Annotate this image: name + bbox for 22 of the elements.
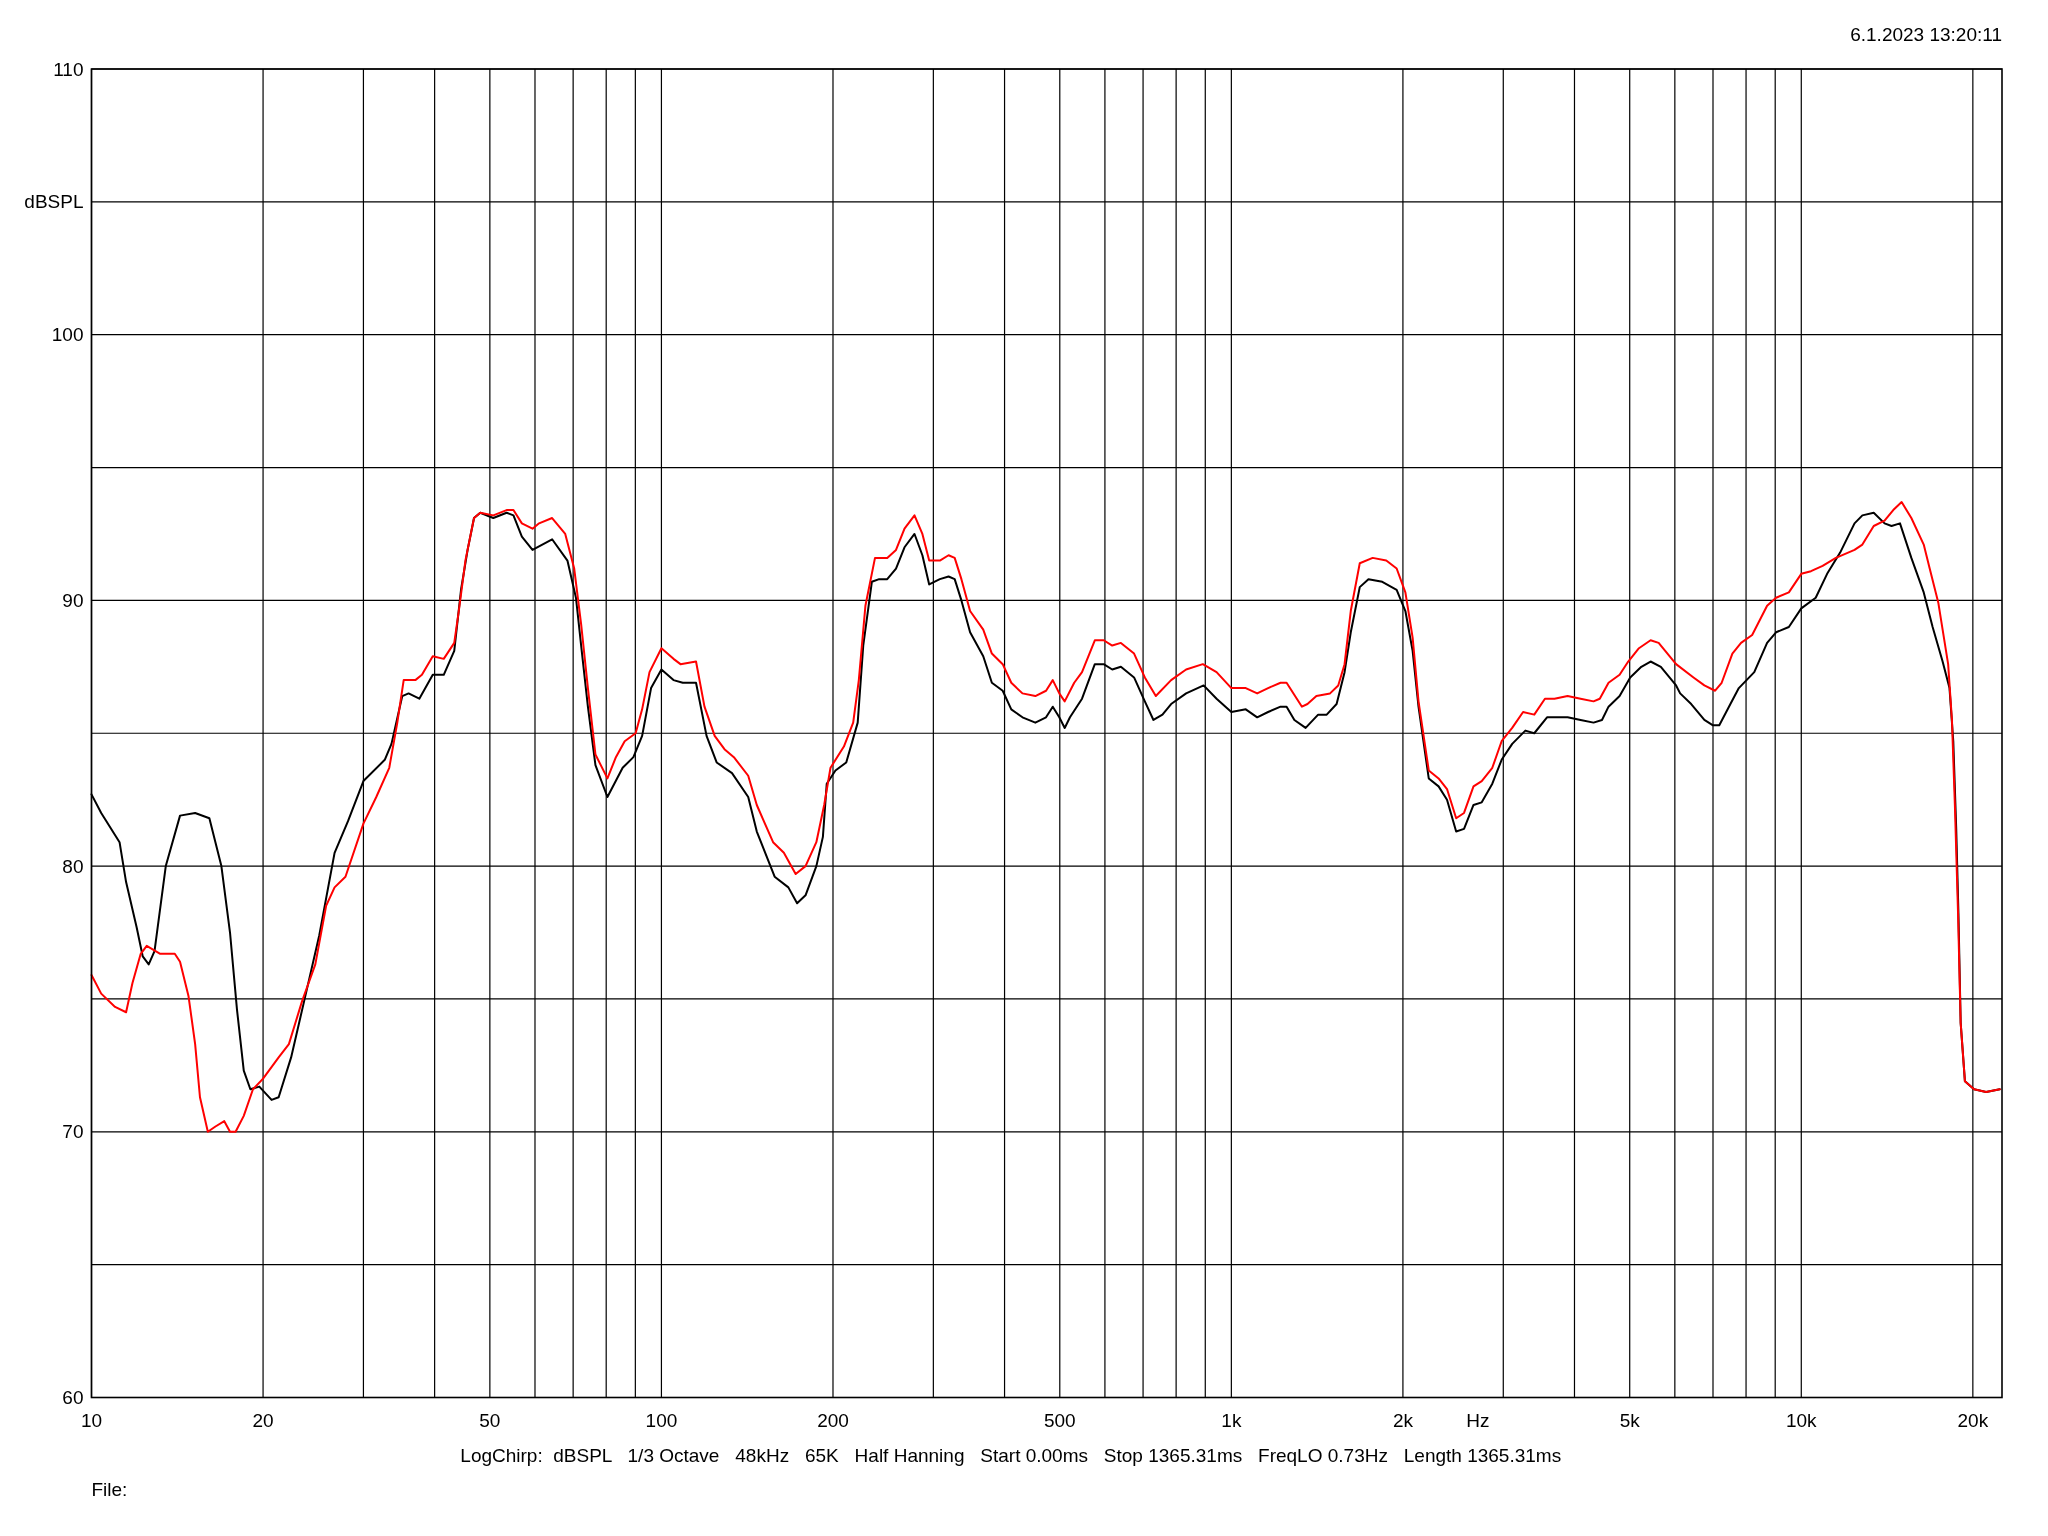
x-tick-label: 10k: [1785, 1410, 1818, 1431]
y-tick-label: 110: [53, 58, 84, 80]
x-tick-label: 20: [252, 1410, 274, 1431]
y-tick-label: 70: [62, 1121, 84, 1143]
x-axis-title: Hz: [1466, 1410, 1490, 1431]
x-tick-label: 20k: [1957, 1410, 1989, 1431]
text: 6.1.2023 13:20:11: [1850, 23, 2002, 45]
y-tick-label: 90: [62, 589, 84, 611]
y-axis-title: dBSPL: [24, 191, 84, 213]
y-tick-label: 100: [51, 324, 84, 346]
x-tick-label: 2k: [1392, 1410, 1414, 1431]
x-tick-label: 100: [645, 1410, 678, 1431]
x-tick-label: 5k: [1619, 1410, 1641, 1431]
x-tick-label: 10: [80, 1410, 103, 1431]
x-tick-label: 200: [817, 1410, 849, 1431]
x-tick-label: 50: [479, 1410, 501, 1431]
y-tick-label: 60: [62, 1387, 84, 1408]
y-tick-label: 80: [62, 855, 84, 877]
text: LogChirp: dBSPL 1/3 Octave 48kHz 65K Half Hanning Start 0.00ms Stop 1365.31ms FreqLO 0.73Hz Length 1365.31ms: [460, 1444, 1562, 1466]
x-tick-label: 1k: [1221, 1410, 1242, 1431]
x-tick-label: 500: [1043, 1410, 1076, 1431]
text: File:: [91, 1478, 128, 1500]
